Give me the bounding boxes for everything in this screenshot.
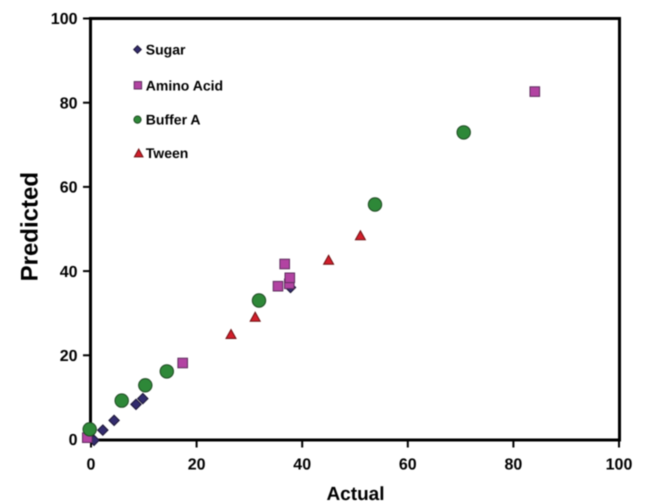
svg-text:100: 100 [606,457,633,474]
svg-text:Buffer A: Buffer A [146,112,201,128]
svg-text:Tween: Tween [146,145,189,161]
svg-text:40: 40 [60,264,78,281]
svg-text:100: 100 [51,11,78,28]
svg-text:80: 80 [505,457,523,474]
svg-text:80: 80 [60,95,78,112]
svg-text:Actual: Actual [326,484,384,504]
svg-text:40: 40 [293,457,311,474]
svg-text:60: 60 [60,180,78,197]
svg-text:20: 20 [60,348,78,365]
svg-text:0: 0 [69,432,78,449]
svg-text:Sugar: Sugar [146,41,186,57]
svg-text:60: 60 [399,457,417,474]
svg-text:Predicted: Predicted [17,172,44,281]
svg-text:Amino Acid: Amino Acid [146,77,223,93]
svg-text:0: 0 [87,457,96,474]
svg-text:20: 20 [188,457,206,474]
